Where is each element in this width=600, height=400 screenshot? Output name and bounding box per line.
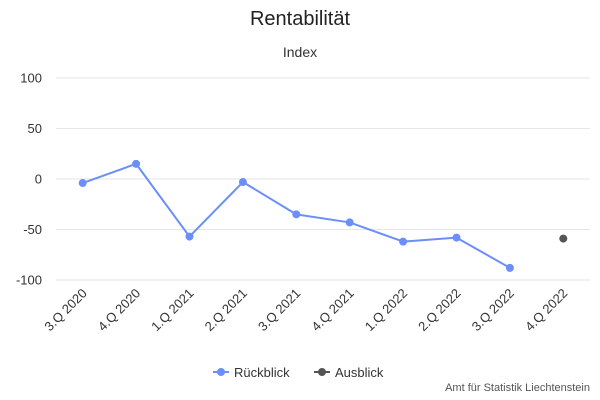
data-point (78, 179, 87, 188)
y-tick-label: -100 (16, 273, 42, 288)
x-tick-label: 2.Q 2022 (415, 286, 463, 334)
y-axis-label: Index (282, 44, 318, 60)
y-tick-label: 0 (35, 172, 42, 187)
x-tick-label: 3.Q 2022 (469, 286, 517, 334)
data-point (132, 159, 141, 168)
data-point (559, 234, 568, 243)
data-point (292, 210, 301, 219)
legend-swatch-marker (217, 368, 225, 376)
x-tick-label: 3.Q 2021 (255, 286, 303, 334)
y-tick-label: 100 (20, 71, 42, 86)
data-point (238, 178, 247, 187)
legend-label: Rückblick (234, 365, 290, 380)
credits[interactable]: Amt für Statistik Liechtenstein (445, 382, 590, 394)
y-tick-label: -50 (23, 222, 42, 237)
y-tick-label: 50 (28, 121, 42, 136)
data-point (345, 218, 354, 227)
data-point (399, 237, 408, 246)
data-point (505, 263, 514, 272)
x-tick-label: 4.Q 2020 (95, 286, 143, 334)
x-tick-label: 2.Q 2021 (202, 286, 250, 334)
data-point (452, 233, 461, 242)
legend-swatch-marker (318, 368, 326, 376)
x-tick-label: 4.Q 2022 (522, 286, 570, 334)
legend-label: Ausblick (335, 365, 384, 380)
x-tick-label: 3.Q 2020 (41, 286, 89, 334)
chart-title: Rentabilität (249, 8, 351, 30)
x-tick-label: 4.Q 2021 (308, 286, 356, 334)
data-point (185, 232, 194, 241)
x-tick-label: 1.Q 2022 (362, 286, 410, 334)
x-tick-label: 1.Q 2021 (148, 286, 196, 334)
